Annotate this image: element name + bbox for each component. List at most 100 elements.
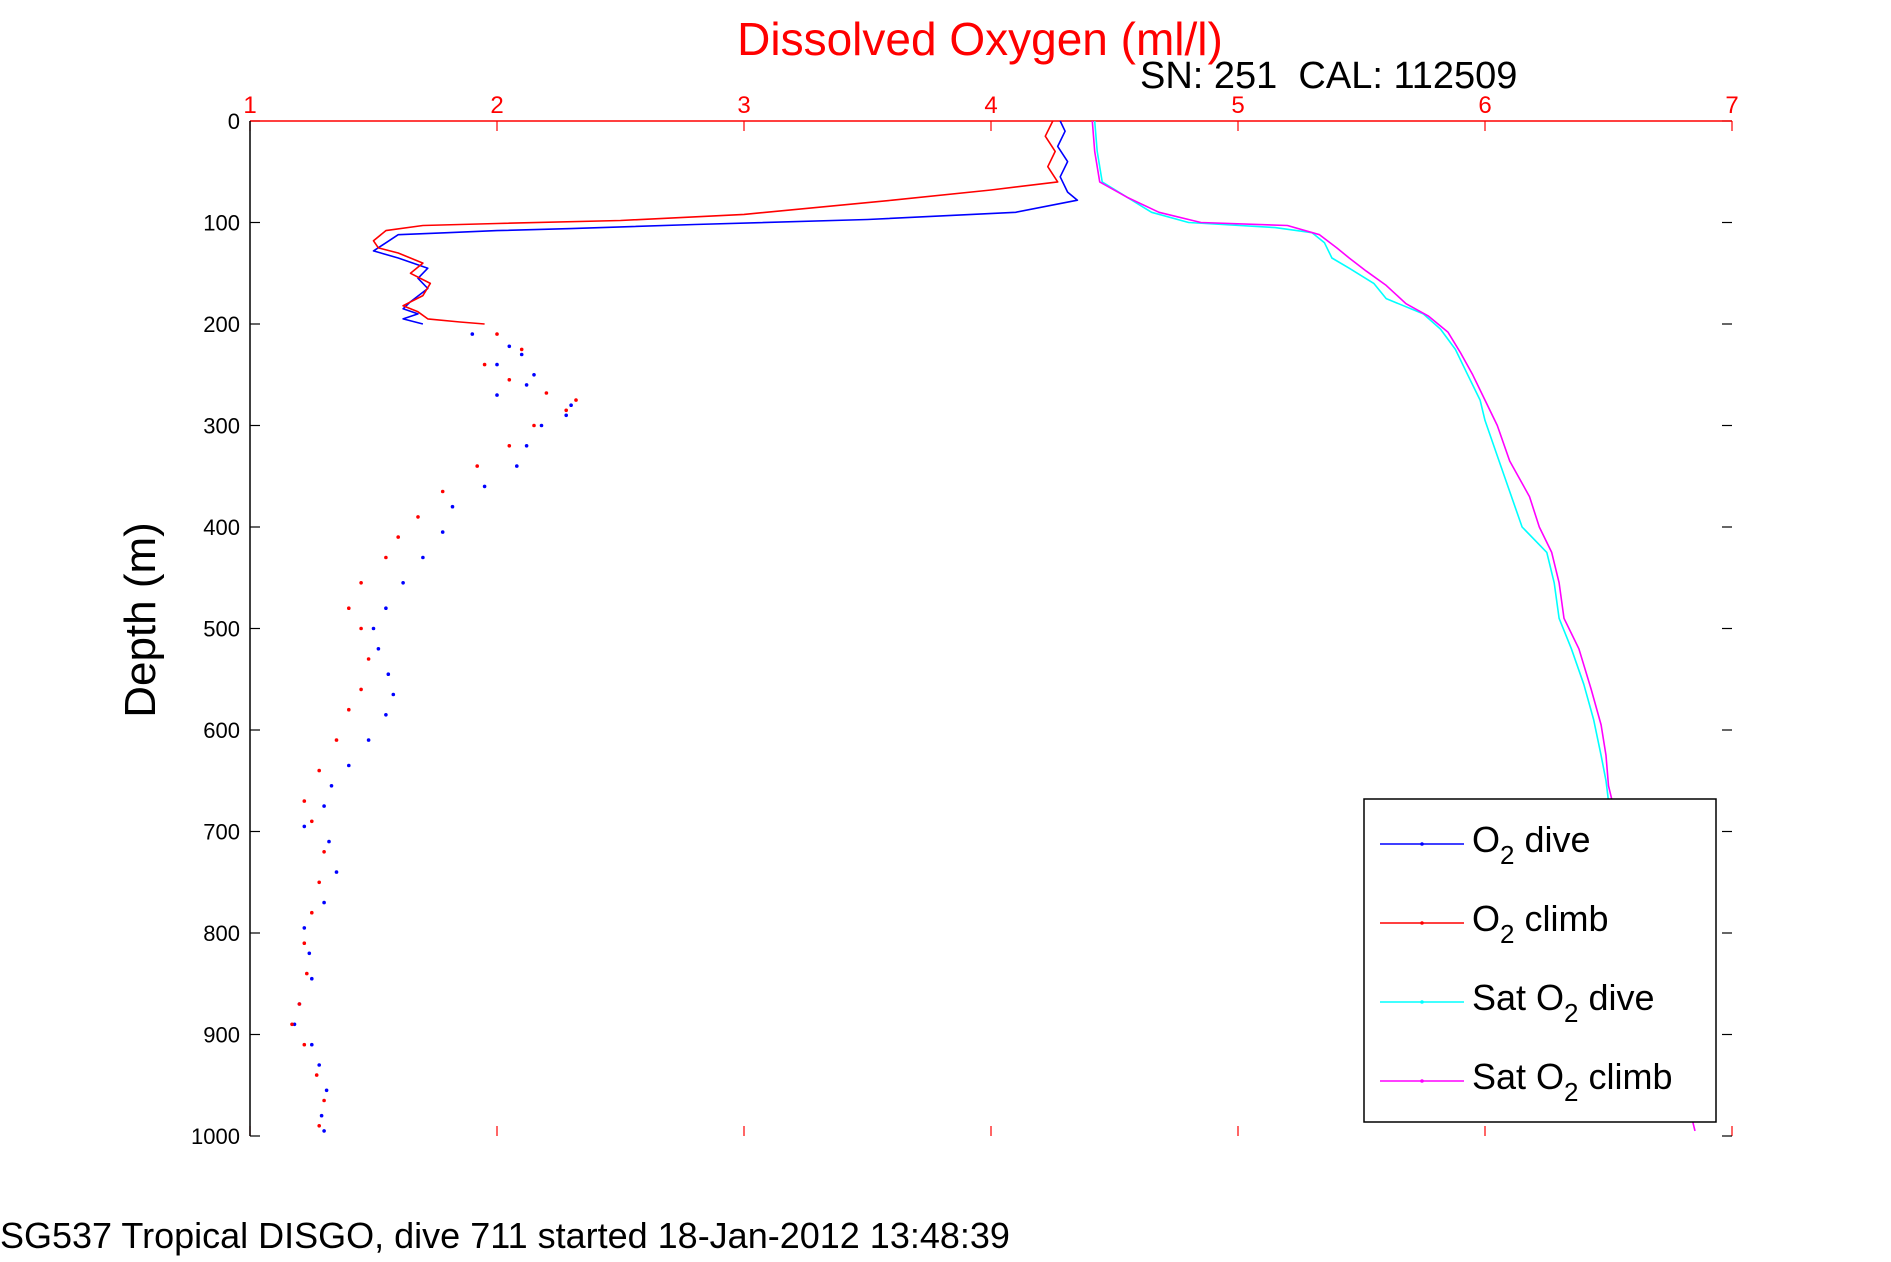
- data-point-o2-dive-samples: [319, 1113, 324, 1118]
- legend-swatch-marker: [1420, 842, 1424, 846]
- data-point-o2-dive-samples: [539, 423, 544, 428]
- data-point-o2-climb-samples: [317, 768, 322, 773]
- data-point-o2-dive-samples: [386, 672, 391, 676]
- data-point-o2-dive-samples: [310, 1042, 314, 1047]
- data-point-o2-dive-samples: [371, 626, 376, 631]
- data-point-o2-dive-samples: [327, 839, 331, 844]
- data-point-o2-dive-samples: [470, 332, 475, 336]
- y-tick-label: 200: [203, 312, 240, 337]
- data-point-o2-climb-samples: [475, 464, 480, 468]
- x-tick-label: 2: [490, 92, 503, 119]
- y-tick-label: 1000: [191, 1124, 240, 1149]
- legend: O2 dive O2 climb Sat O2 dive Sat O2 climb: [1363, 798, 1717, 1123]
- y-axis-label: Depth (m): [116, 522, 165, 718]
- data-point-o2-climb-samples: [359, 687, 363, 692]
- data-point-o2-dive-samples: [401, 581, 405, 585]
- legend-swatch-marker: [1420, 1079, 1424, 1083]
- data-point-o2-dive-samples: [440, 530, 445, 534]
- data-point-o2-dive-samples: [307, 951, 312, 956]
- legend-label: O2 dive: [1472, 819, 1591, 870]
- data-point-o2-dive-samples: [347, 763, 351, 768]
- data-point-o2-dive-samples: [515, 464, 519, 468]
- series-layer: [290, 120, 1696, 1133]
- x-tick-label: 6: [1478, 92, 1491, 119]
- x-tick-label: 3: [737, 92, 750, 119]
- y-tick-label: 800: [203, 921, 240, 946]
- y-tick-label: 300: [203, 414, 240, 439]
- legend-label: Sat O2 dive: [1472, 977, 1655, 1028]
- series-line-sat-o2-dive: [1093, 120, 1610, 802]
- data-point-o2-climb-samples: [334, 738, 339, 742]
- data-point-o2-climb-samples: [347, 606, 351, 610]
- data-point-o2-dive-samples: [569, 403, 573, 408]
- data-point-o2-climb-samples: [317, 880, 322, 885]
- data-point-o2-dive-samples: [317, 1063, 322, 1067]
- y-tick-label: 700: [203, 820, 240, 845]
- data-point-o2-dive-samples: [495, 393, 499, 397]
- data-point-o2-dive-samples: [322, 1129, 326, 1133]
- x-tick-label: 1: [243, 92, 256, 119]
- data-point-o2-dive-samples: [384, 606, 388, 610]
- data-point-o2-climb-samples: [416, 515, 420, 519]
- data-point-o2-climb-samples: [532, 423, 536, 428]
- data-point-o2-dive-samples: [524, 383, 529, 387]
- data-point-o2-climb-samples: [396, 535, 401, 539]
- data-point-o2-climb-samples: [519, 347, 524, 352]
- y-tick-label: 100: [203, 211, 240, 236]
- data-point-o2-climb-samples: [495, 332, 499, 336]
- data-point-o2-climb-samples: [310, 819, 314, 824]
- chart-title: Dissolved Oxygen (ml/l): [737, 13, 1223, 65]
- data-point-o2-climb-samples: [297, 1002, 302, 1006]
- data-point-o2-dive-samples: [322, 804, 326, 808]
- x-tick-label: 4: [984, 92, 997, 119]
- legend-swatch-marker: [1420, 921, 1424, 925]
- data-point-o2-climb-samples: [507, 444, 512, 448]
- data-point-o2-dive-samples: [302, 926, 307, 930]
- data-point-o2-climb-samples: [574, 398, 578, 402]
- data-point-o2-climb-samples: [359, 581, 363, 585]
- data-point-o2-dive-samples: [524, 444, 529, 448]
- data-point-o2-climb-samples: [302, 1042, 307, 1047]
- data-point-o2-climb-samples: [322, 850, 326, 854]
- data-point-o2-dive-samples: [322, 900, 326, 905]
- data-point-o2-climb-samples: [302, 941, 307, 945]
- series-line-sat-o2-climb: [1091, 120, 1615, 807]
- data-point-o2-climb-samples: [482, 362, 487, 367]
- x-tick-label: 7: [1725, 92, 1738, 119]
- data-point-o2-dive-samples: [564, 413, 568, 418]
- data-point-o2-climb-samples: [440, 489, 445, 494]
- data-point-o2-dive-samples: [495, 362, 499, 367]
- data-point-o2-climb-samples: [384, 555, 388, 560]
- data-point-o2-dive-samples: [324, 1088, 329, 1093]
- data-point-o2-dive-samples: [366, 738, 371, 742]
- data-point-o2-climb-samples: [347, 707, 351, 712]
- data-point-o2-climb-samples: [305, 971, 309, 976]
- legend-label: O2 climb: [1472, 898, 1609, 949]
- dive-footer-label: SG537 Tropical DISGO, dive 711 started 1…: [0, 1215, 1010, 1256]
- data-point-o2-climb-samples: [507, 378, 512, 382]
- x-tick-label: 5: [1231, 92, 1244, 119]
- data-point-o2-dive-samples: [334, 870, 339, 874]
- data-point-o2-climb-samples: [317, 1124, 322, 1128]
- data-point-o2-climb-samples: [290, 1022, 294, 1027]
- y-tick-label: 500: [203, 617, 240, 642]
- data-point-o2-climb-samples: [366, 657, 371, 661]
- legend-label: Sat O2 climb: [1472, 1056, 1673, 1107]
- legend-box: [1363, 798, 1717, 1123]
- series-line-o2-climb: [372, 120, 1059, 325]
- data-point-o2-dive-samples: [482, 484, 487, 489]
- data-point-o2-dive-samples: [519, 352, 524, 357]
- data-point-o2-dive-samples: [310, 976, 314, 981]
- data-point-o2-dive-samples: [532, 373, 536, 377]
- data-point-o2-climb-samples: [322, 1098, 326, 1103]
- y-tick-label: 400: [203, 515, 240, 540]
- data-point-o2-climb-samples: [310, 910, 314, 915]
- data-point-o2-climb-samples: [564, 408, 568, 413]
- data-point-o2-dive-samples: [376, 647, 381, 651]
- y-tick-label: 0: [228, 109, 240, 134]
- y-tick-label: 900: [203, 1023, 240, 1048]
- data-point-o2-dive-samples: [421, 555, 425, 560]
- data-point-o2-climb-samples: [314, 1073, 319, 1077]
- data-point-o2-climb-samples: [359, 626, 363, 631]
